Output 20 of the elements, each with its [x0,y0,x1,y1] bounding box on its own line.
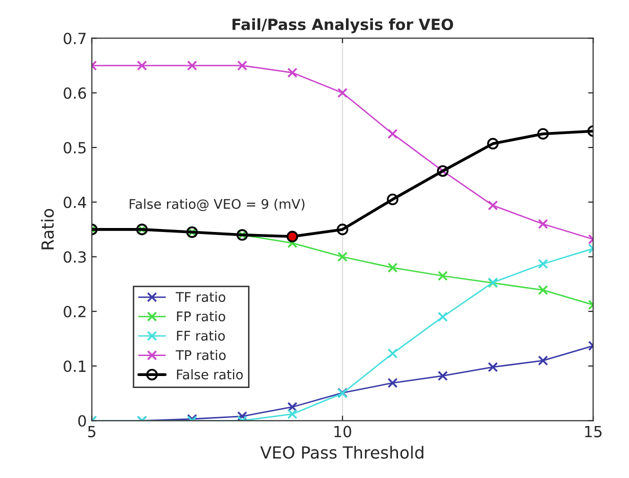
x-axis-title: VEO Pass Threshold [260,446,424,459]
y-tick-label: 0.5 [64,142,86,154]
legend-label: FF ratio [177,330,225,341]
y-tick-label: 0 [78,415,86,427]
y-tick-label: 0.7 [64,32,86,44]
y-axis-title: Ratio [40,208,54,250]
annotation: False ratio@ VEO = 9 (mV) [130,198,304,212]
x-tick-label: 15 [585,426,602,438]
y-tick-label: 0.2 [64,306,86,318]
y-tick-label: 0.1 [64,360,86,372]
legend-label: TP ratio [176,350,226,360]
y-tick-label: 0.6 [64,87,86,99]
legend-label: FP ratio [177,311,226,322]
legend-label: False ratio [177,369,243,380]
x-tick-label: 10 [334,426,352,438]
chart-title: Fail/Pass Analysis for VEO [232,18,454,34]
y-tick-label: 0.3 [64,251,86,263]
x-tick-label: 5 [88,426,96,438]
legend-label: TF ratio [176,292,226,302]
y-tick-label: 0.4 [64,196,86,208]
